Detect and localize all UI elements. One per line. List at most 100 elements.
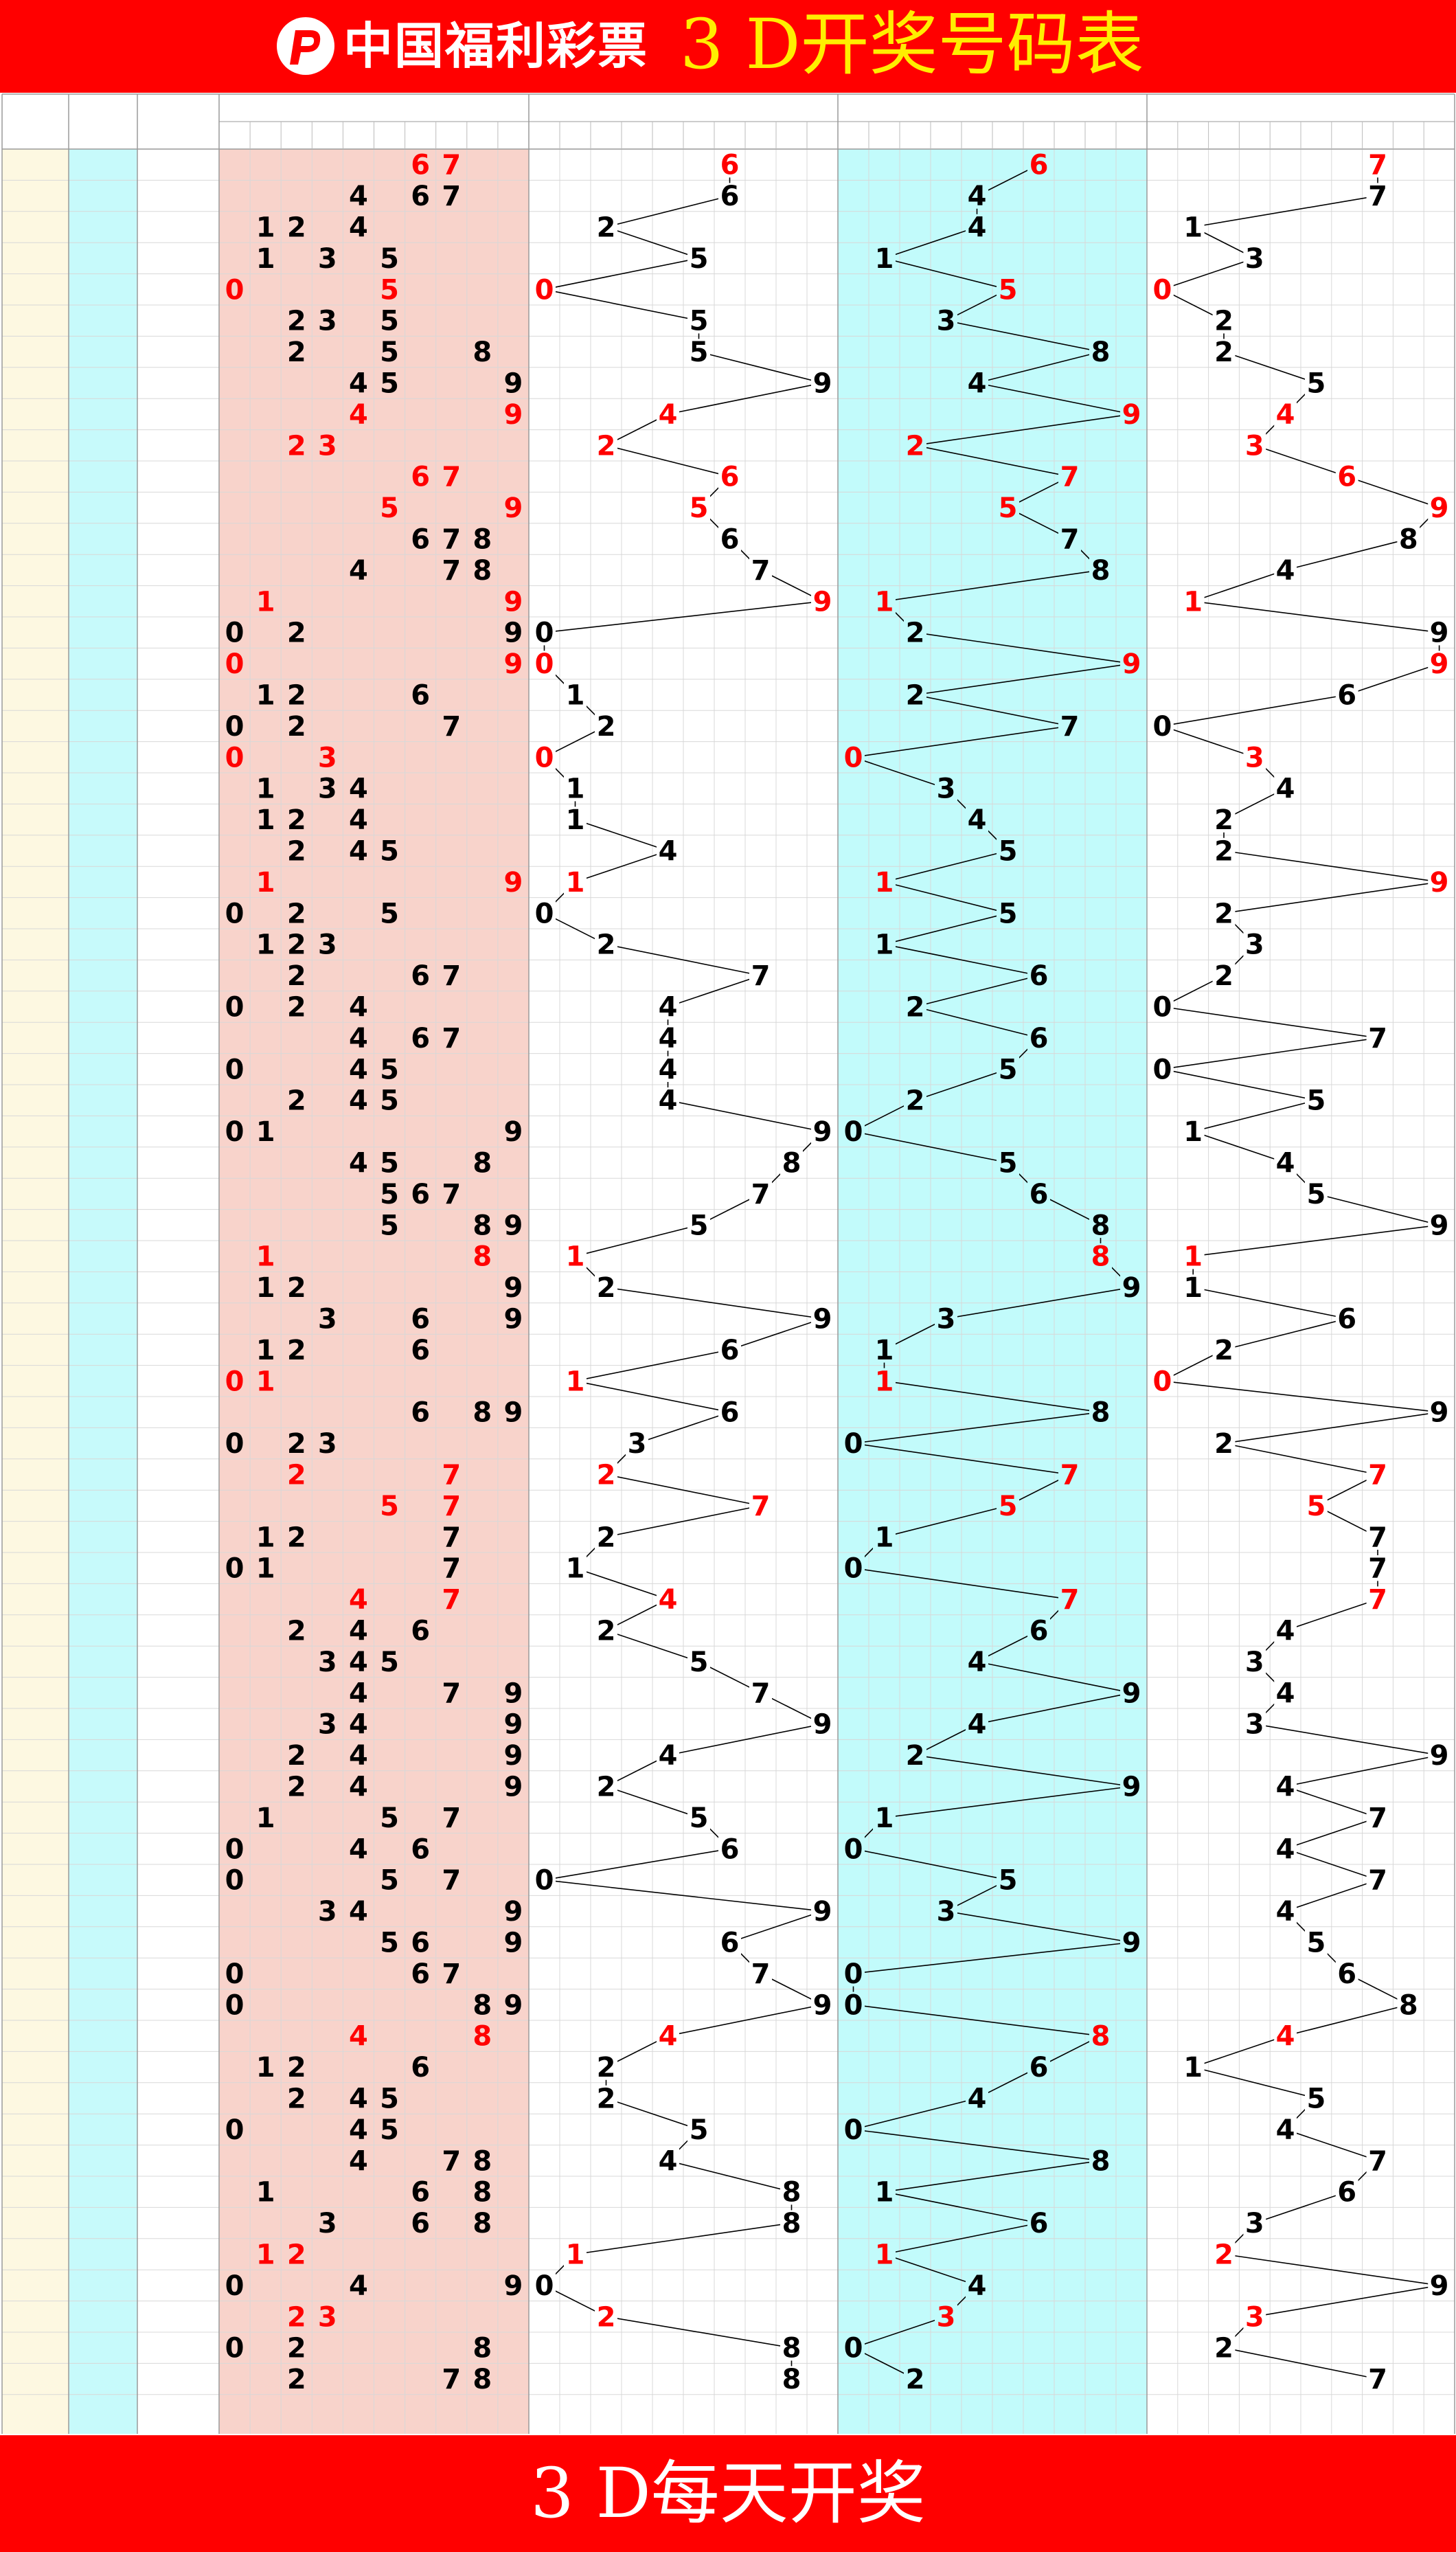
- distribution-digit: 4: [349, 1023, 368, 1054]
- tens-trend-line: [853, 1567, 1070, 1600]
- tens-digit-bg: [1120, 1929, 1143, 1956]
- tens-digit: 9: [1122, 1272, 1141, 1304]
- tens-trend-line: [853, 1443, 1070, 1476]
- hundreds-digit-bg: [533, 620, 556, 646]
- units-digit: 1: [1183, 586, 1203, 618]
- hundreds-digit: 4: [659, 2021, 678, 2053]
- units-digit-bg: [1305, 2085, 1328, 2112]
- distribution-digit: 5: [380, 2114, 399, 2146]
- units-digit: 6: [1337, 1958, 1356, 1990]
- units-digit-bg: [1397, 526, 1420, 552]
- distribution-digit: 9: [504, 618, 523, 649]
- tens-trend-line: [884, 226, 977, 259]
- hundreds-trend-line: [668, 975, 761, 1008]
- tens-digit-bg: [1120, 1274, 1143, 1300]
- tens-trend-line: [853, 756, 946, 789]
- hundreds-digit-bg: [687, 245, 710, 271]
- units-trend-line: [1162, 1380, 1440, 1413]
- distribution-digit: 3: [318, 1304, 337, 1335]
- tens-trend-line: [915, 975, 1039, 1008]
- distribution-digit: 0: [225, 1116, 244, 1148]
- tens-digit-bg: [935, 776, 957, 802]
- hundreds-digit-bg: [564, 1243, 587, 1269]
- distribution-digit: 2: [287, 1772, 306, 1803]
- distribution-digit: 2: [287, 929, 306, 961]
- hundreds-trend-line: [668, 1099, 823, 1132]
- distribution-digit: 6: [411, 181, 430, 212]
- hundreds-digit: 2: [597, 212, 616, 244]
- units-digit-bg: [1335, 1305, 1358, 1332]
- hundreds-digit-bg: [811, 370, 834, 396]
- hundreds-trend-line: [668, 382, 823, 415]
- tens-trend-line: [977, 1692, 1132, 1725]
- units-digit-bg: [1151, 713, 1174, 739]
- units-trend-line: [1193, 195, 1378, 228]
- hundreds-digit: 1: [566, 1241, 585, 1273]
- units-digit-bg: [1366, 2366, 1389, 2392]
- distribution-digit: 6: [411, 1335, 430, 1366]
- tens-digit: 7: [1060, 1584, 1080, 1616]
- tens-digit-bg: [1027, 2210, 1050, 2236]
- distribution-digit: 4: [349, 1616, 368, 1647]
- hundreds-digit-bg: [780, 2179, 803, 2205]
- hundreds-digit: 2: [597, 1272, 616, 1304]
- distribution-digit: 7: [442, 150, 461, 181]
- hundreds-digit-bg: [533, 744, 556, 770]
- tens-digit: 4: [968, 2084, 987, 2115]
- hundreds-digit-bg: [595, 214, 617, 240]
- tens-digit: 0: [844, 2114, 863, 2146]
- hundreds-digit-bg: [657, 1742, 679, 1768]
- distribution-digit: 3: [318, 243, 337, 275]
- units-digit: 9: [1430, 1740, 1449, 1772]
- units-digit-bg: [1428, 2272, 1451, 2299]
- tens-trend-line: [915, 631, 1132, 664]
- units-digit: 0: [1152, 992, 1172, 1024]
- title-banner: 中国福利彩票 3 D开奖号码表: [0, 0, 1456, 93]
- distribution-digit: 2: [287, 1522, 306, 1553]
- distribution-digit: 9: [504, 1772, 523, 1803]
- tens-digit-bg: [997, 900, 1019, 926]
- tens-trend-line: [853, 1941, 1132, 1974]
- units-trend-line: [1193, 2066, 1317, 2099]
- hundreds-digit: 2: [597, 2052, 616, 2084]
- tens-trend-line: [853, 2004, 1101, 2037]
- hundreds-digit-bg: [687, 1212, 710, 1238]
- hundreds-digit-bg: [687, 1805, 710, 1831]
- tens-digit-bg: [842, 1118, 865, 1144]
- distribution-digit: 9: [504, 368, 523, 400]
- hundreds-digit: 5: [690, 1210, 709, 1241]
- hundreds-digit: 0: [535, 2270, 554, 2302]
- units-digit-bg: [1181, 2054, 1205, 2080]
- hundreds-digit: 4: [659, 1584, 678, 1616]
- hundreds-digit: 8: [782, 2333, 801, 2364]
- units-digit-bg: [1212, 308, 1236, 334]
- distribution-digit: 8: [473, 555, 492, 587]
- units-trend-line: [1285, 1754, 1440, 1787]
- tens-digit-bg: [873, 869, 896, 895]
- distribution-digit: 0: [225, 742, 244, 773]
- tens-digit: 8: [1091, 1241, 1111, 1273]
- tens-trend-line: [915, 694, 1070, 727]
- distribution-digit: 7: [442, 1491, 461, 1522]
- hundreds-digit-bg: [595, 2303, 617, 2329]
- distribution-digit: 0: [225, 992, 244, 1024]
- distribution-digit: 4: [349, 1647, 368, 1678]
- tens-trend-line: [884, 912, 1008, 945]
- distribution-digit: 7: [442, 181, 461, 212]
- hundreds-digit: 8: [782, 2177, 801, 2209]
- hundreds-digit: 2: [597, 2301, 616, 2333]
- distribution-digit: 1: [256, 804, 275, 836]
- hundreds-digit-bg: [749, 1493, 772, 1519]
- units-digit: 1: [1183, 2052, 1203, 2084]
- distribution-digit: 1: [256, 1522, 275, 1553]
- distribution-digit: 8: [473, 2177, 492, 2209]
- tens-trend-line: [915, 663, 1132, 696]
- hundreds-digit-bg: [595, 1461, 617, 1488]
- hundreds-digit: 6: [720, 150, 740, 181]
- units-digit-bg: [1366, 1805, 1389, 1831]
- hundreds-trend-line: [606, 195, 730, 228]
- units-digit: 4: [1276, 1772, 1295, 1803]
- hundreds-digit: 4: [659, 836, 678, 868]
- units-digit: 4: [1276, 1833, 1295, 1865]
- hundreds-digit-bg: [780, 2366, 803, 2392]
